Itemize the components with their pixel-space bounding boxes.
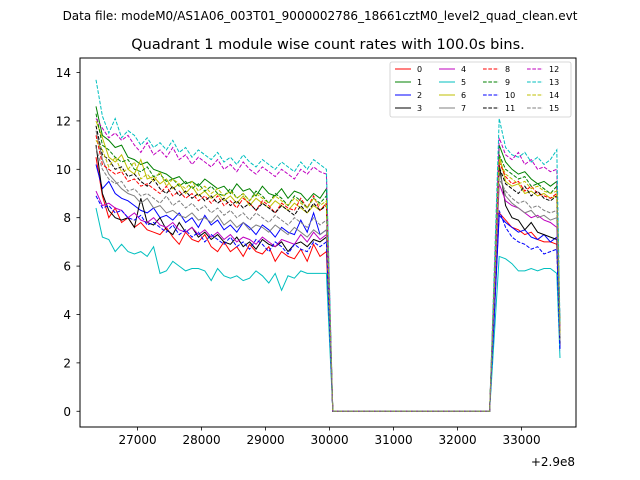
legend-label-3: 3 [417,104,422,113]
series-line-2 [95,164,561,412]
x-tick-label: 27000 [119,433,157,447]
series-line-13 [95,79,561,412]
series-line-11 [95,125,561,412]
series-line-6 [95,120,561,412]
x-tick-label: 28000 [183,433,221,447]
series-line-12 [95,118,561,412]
x-tick-label: 29000 [247,433,285,447]
legend-label-2: 2 [417,91,422,100]
legend-label-0: 0 [417,65,422,74]
x-tick-label: 31000 [375,433,413,447]
series-line-1 [95,106,561,412]
y-tick-label: 12 [56,114,71,128]
y-tick-label: 10 [56,163,71,177]
legend-label-10: 10 [505,91,515,100]
y-tick-label: 8 [63,211,71,225]
x-tick-label: 33000 [503,433,541,447]
legend-label-5: 5 [461,78,466,87]
y-tick-label: 4 [63,308,71,322]
series-line-4 [95,183,561,412]
legend-label-6: 6 [461,91,466,100]
data-file-suptitle: Data file: modeM0/AS1A06_003T01_90000027… [63,9,578,23]
plot-area: 27000 28000 29000 30000 31000 32000 33000 0 2 4 6 8… [56,57,577,447]
y-tick-label: 6 [63,260,71,274]
legend-label-11: 11 [505,104,515,113]
legend-label-13: 13 [549,78,559,87]
y-tick-label: 2 [63,356,71,370]
y-tick-label: 14 [56,66,71,80]
legend-label-4: 4 [461,65,466,74]
legend-label-8: 8 [505,65,510,74]
legend-label-9: 9 [505,78,510,87]
series-line-10 [95,195,561,412]
chart-title: Quadrant 1 module wise count rates with … [131,37,525,53]
legend-label-7: 7 [461,104,466,113]
legend-box [389,61,572,118]
legend-label-14: 14 [549,91,559,100]
series-line-7 [95,130,561,412]
series-line-15 [95,147,561,412]
x-tick-label: 32000 [439,433,477,447]
legend-label-15: 15 [549,104,559,113]
x-offset-label: +2.9e8 [531,455,575,469]
legend-label-1: 1 [417,78,422,87]
series-line-3 [95,145,561,412]
series-line-14 [95,140,561,412]
x-tick-label: 30000 [311,433,349,447]
y-tick-label: 0 [63,405,71,419]
legend-label-12: 12 [549,65,559,74]
axes-frame [79,57,577,428]
series-line-5 [95,207,561,412]
series-line-9 [95,113,561,412]
